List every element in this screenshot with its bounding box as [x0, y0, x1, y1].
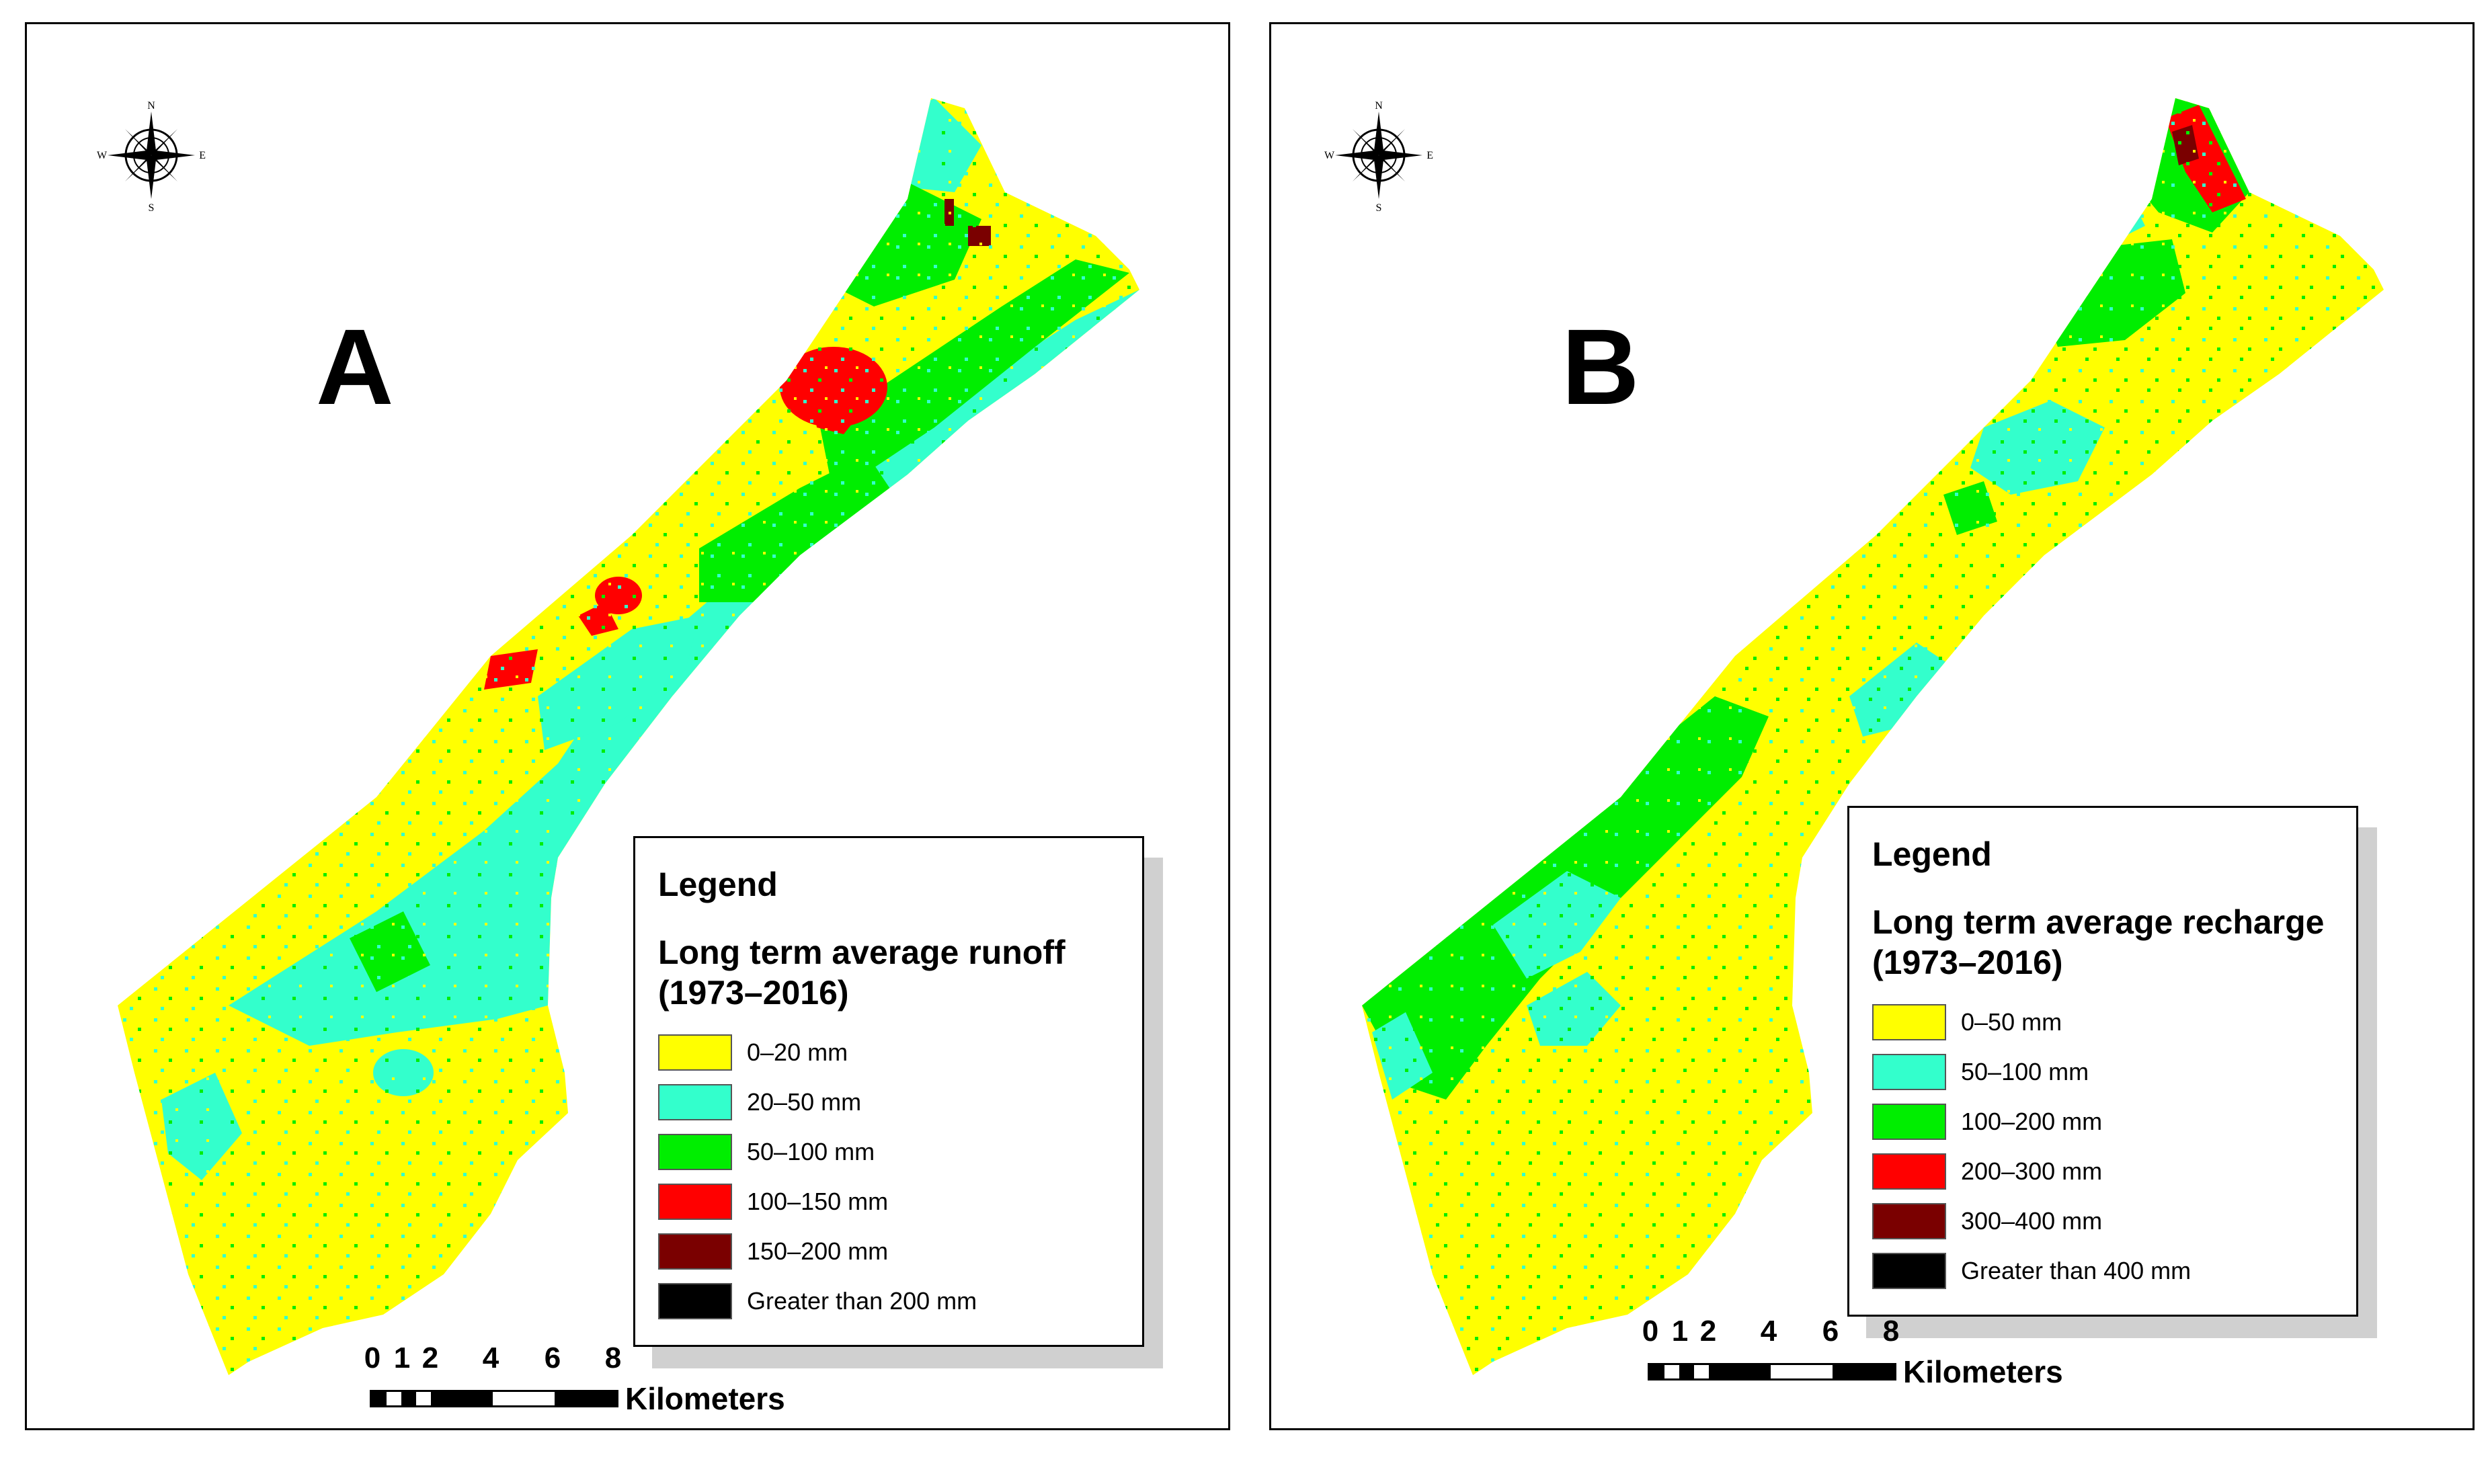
- legend-swatch: [658, 1034, 732, 1071]
- scale-tick: 4: [482, 1342, 499, 1374]
- scale-tick: 1: [1671, 1315, 1689, 1348]
- scale-bar-graphic: [1648, 1363, 1896, 1380]
- scale-tick: 4: [1760, 1315, 1777, 1348]
- legend-label: 50–100 mm: [747, 1138, 875, 1165]
- panel-letter-b: B: [1562, 306, 1640, 427]
- scale-ticks: 0 1 2 4 6 8: [364, 1342, 625, 1382]
- legend-item: 100–200 mm: [1872, 1097, 2333, 1147]
- scale-unit: Kilometers: [625, 1381, 785, 1416]
- legend-label: 200–300 mm: [1961, 1157, 2103, 1185]
- legend-title: Legend: [658, 866, 778, 903]
- legend-subtitle: Long term average runoff (1973–2016): [658, 934, 1066, 1012]
- legend-item: 0–50 mm: [1872, 997, 2333, 1047]
- legend-title: Legend: [1872, 835, 1992, 873]
- map-panel-a: A N S W E Legend Long term average runof…: [25, 22, 1230, 1430]
- compass-s: S: [149, 202, 155, 212]
- legend-label: 300–400 mm: [1961, 1207, 2103, 1235]
- legend-item: 200–300 mm: [1872, 1147, 2333, 1196]
- scale-ticks: 0 1 2 4 6 8: [1642, 1315, 1903, 1355]
- scale-tick: 2: [1699, 1315, 1717, 1348]
- legend-item: 50–100 mm: [658, 1127, 1119, 1177]
- scale-tick: 8: [604, 1342, 622, 1374]
- legend-swatch: [658, 1134, 732, 1170]
- legend-item: 50–100 mm: [1872, 1047, 2333, 1097]
- legend-item: 300–400 mm: [1872, 1196, 2333, 1246]
- legend-recharge: Legend Long term average recharge (1973–…: [1847, 806, 2358, 1317]
- legend-label: 100–150 mm: [747, 1188, 889, 1215]
- compass-s: S: [1376, 202, 1382, 212]
- scale-tick: 0: [1642, 1315, 1659, 1348]
- legend-swatch: [1872, 1253, 1946, 1289]
- legend-label: 50–100 mm: [1961, 1058, 2089, 1085]
- compass-e: E: [199, 150, 206, 161]
- legend-label: 0–50 mm: [1961, 1008, 2062, 1036]
- legend-label: 150–200 mm: [747, 1237, 889, 1265]
- compass-rose-icon: N S W E: [97, 100, 206, 212]
- scale-tick: 2: [421, 1342, 439, 1374]
- legend-swatch: [1872, 1004, 1946, 1040]
- scale-tick: 1: [393, 1342, 411, 1374]
- legend-swatch: [658, 1184, 732, 1220]
- legend-label: 20–50 mm: [747, 1088, 862, 1116]
- panel-letter-a: A: [316, 306, 394, 427]
- scale-unit: Kilometers: [1903, 1354, 2063, 1389]
- legend-label: Greater than 400 mm: [1961, 1257, 2192, 1284]
- scale-bar: 0 1 2 4 6 8 Kilometers: [1642, 1315, 2078, 1395]
- legend-swatch: [1872, 1104, 1946, 1140]
- compass-w: W: [1324, 150, 1335, 161]
- compass-n: N: [1375, 100, 1383, 112]
- legend-swatch: [1872, 1054, 1946, 1090]
- scale-tick: 6: [1822, 1315, 1839, 1348]
- compass-w: W: [97, 150, 108, 161]
- compass-rose-icon: N S W E: [1324, 100, 1433, 212]
- legend-swatch: [658, 1084, 732, 1120]
- scale-bar: 0 1 2 4 6 8 Kilometers: [364, 1342, 800, 1422]
- compass-e: E: [1426, 150, 1433, 161]
- legend-item: 100–150 mm: [658, 1177, 1119, 1227]
- legend-label: 0–20 mm: [747, 1038, 848, 1066]
- scale-bar-graphic: [370, 1390, 618, 1407]
- legend-item: 20–50 mm: [658, 1077, 1119, 1127]
- legend-swatch: [658, 1283, 732, 1319]
- legend-swatch: [1872, 1153, 1946, 1190]
- legend-swatch: [1872, 1203, 1946, 1239]
- scale-tick: 6: [544, 1342, 561, 1374]
- legend-subtitle: Long term average recharge (1973–2016): [1872, 903, 2325, 981]
- map-panel-b: B N S W E Legend Long term average recha…: [1269, 22, 2475, 1430]
- legend-swatch: [658, 1233, 732, 1270]
- legend-item: Greater than 200 mm: [658, 1276, 1119, 1326]
- scale-tick: 0: [364, 1342, 381, 1374]
- compass-n: N: [147, 100, 155, 112]
- legend-label: Greater than 200 mm: [747, 1287, 977, 1315]
- legend-label: 100–200 mm: [1961, 1108, 2103, 1135]
- legend-runoff: Legend Long term average runoff (1973–20…: [633, 836, 1144, 1347]
- legend-item: 150–200 mm: [658, 1227, 1119, 1276]
- legend-item: 0–20 mm: [658, 1028, 1119, 1077]
- legend-item: Greater than 400 mm: [1872, 1246, 2333, 1296]
- scale-tick: 8: [1882, 1315, 1900, 1348]
